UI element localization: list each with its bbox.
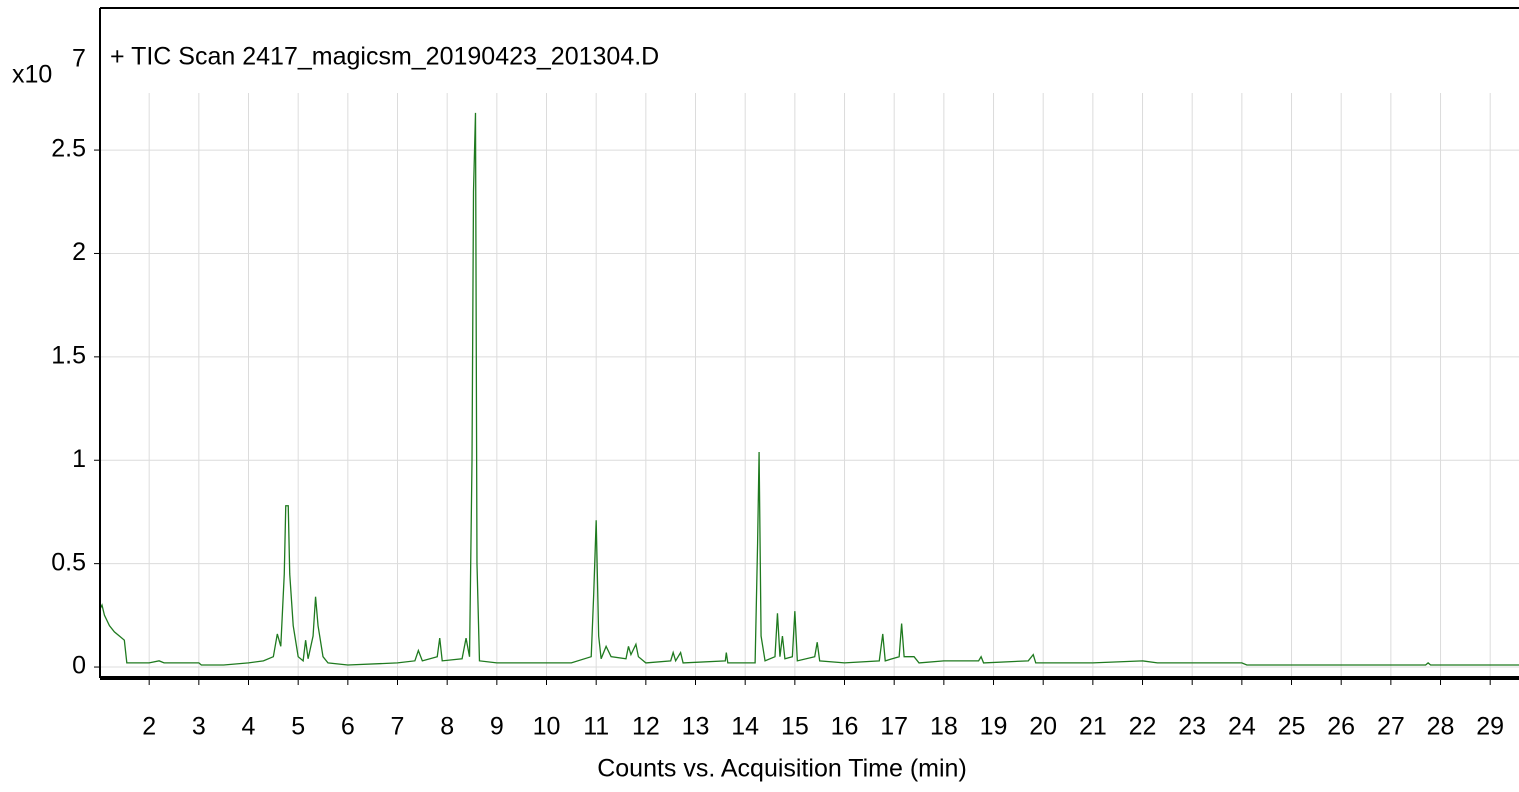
x-tick-label: 14 [731, 713, 759, 741]
x-axis-label: Counts vs. Acquisition Time (min) [597, 755, 967, 783]
x-tick-label: 21 [1079, 713, 1107, 741]
x-tick-label: 9 [490, 713, 504, 741]
x-tick-label: 3 [192, 713, 206, 741]
x-tick-label: 28 [1427, 713, 1455, 741]
y-tick-label: 0.5 [51, 548, 86, 576]
x-tick-label: 13 [682, 713, 710, 741]
x-tick-label: 11 [583, 713, 609, 741]
x-tick-label: 26 [1327, 713, 1355, 741]
x-tick-label: 2 [142, 713, 156, 741]
y-tick-label: 2.5 [51, 135, 86, 163]
x-tick-label: 22 [1129, 713, 1157, 741]
y-tick-label: 1.5 [51, 341, 86, 369]
x-tick-label: 17 [880, 713, 908, 741]
y-tick-label: 1 [72, 445, 86, 473]
x-tick-label: 6 [341, 713, 355, 741]
chart-title: + TIC Scan 2417_magicsm_20190423_201304.… [110, 43, 659, 71]
x-tick-label: 25 [1278, 713, 1306, 741]
x-tick-label: 8 [440, 713, 454, 741]
trace-line [99, 112, 1519, 666]
x-tick-label: 24 [1228, 713, 1256, 741]
x-tick-label: 12 [632, 713, 660, 741]
x-tick-label: 19 [980, 713, 1008, 741]
x-tick-label: 5 [291, 713, 305, 741]
y-multiplier: x10 [12, 61, 52, 89]
y-multiplier-exponent: 7 [72, 45, 86, 73]
y-tick-label: 2 [72, 238, 86, 266]
x-tick-label: 4 [242, 713, 256, 741]
x-tick-label: 15 [781, 713, 809, 741]
x-tick-label: 27 [1377, 713, 1405, 741]
x-tick-label: 10 [533, 713, 561, 741]
x-tick-label: 23 [1178, 713, 1206, 741]
x-tick-label: 29 [1476, 713, 1504, 741]
x-tick-label: 18 [930, 713, 958, 741]
x-tick-label: 7 [391, 713, 405, 741]
x-tick-label: 16 [831, 713, 859, 741]
x-tick-label: 20 [1029, 713, 1057, 741]
y-tick-label: 0 [72, 652, 86, 680]
